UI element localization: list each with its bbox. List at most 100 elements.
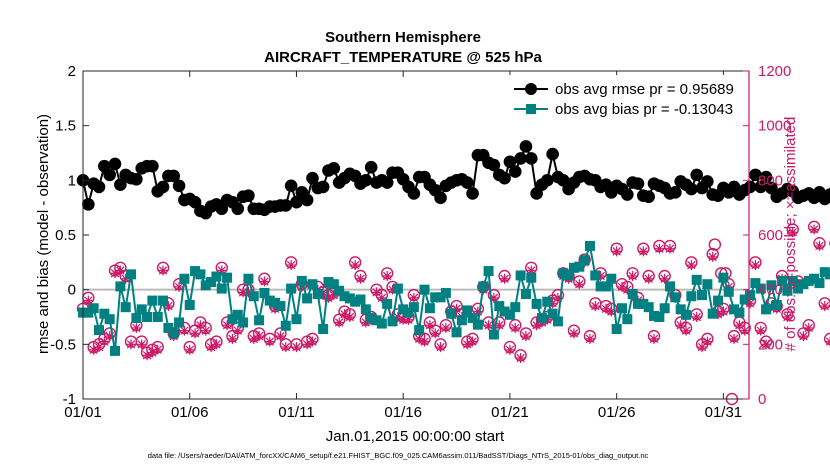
obs-assimilated-point: [552, 292, 563, 303]
obs-assimilated-point: [371, 287, 382, 298]
x-tick-label: 01/11: [278, 404, 314, 421]
obs-assimilated-point: [755, 325, 766, 336]
obs-assimilated-point: [120, 273, 131, 284]
rmse-point: [514, 152, 527, 165]
bias-point: [120, 302, 131, 313]
y-tick-label: 2: [68, 63, 76, 80]
obs-assimilated-point: [147, 347, 158, 358]
plot-area: [83, 71, 749, 399]
obs-assimilated-point: [376, 292, 387, 303]
obs-assimilated-point: [467, 336, 478, 347]
obs-assimilated-point: [734, 320, 745, 331]
obs-assimilated-point: [408, 292, 419, 303]
bias-point: [718, 272, 729, 283]
obs-assimilated-point: [750, 260, 761, 271]
bias-point: [627, 289, 638, 300]
chart-title-line-2: AIRCRAFT_TEMPERATURE @ 525 hPa: [264, 49, 542, 66]
bias-point: [419, 284, 430, 295]
x-tick-label: 01/06: [171, 404, 209, 421]
bias-point: [584, 240, 595, 251]
legend-bias-marker: [526, 104, 536, 114]
bias-point: [446, 308, 457, 319]
obs-assimilated-point: [584, 333, 595, 344]
obs-assimilated-point: [211, 339, 222, 350]
rmse-point: [380, 176, 394, 189]
obs-assimilated-point: [238, 287, 249, 298]
obs-assimilated-point: [334, 317, 345, 328]
obs-assimilated-point: [622, 284, 633, 295]
obs-assimilated-point: [83, 295, 94, 306]
obs-assimilated-point: [88, 344, 99, 355]
bias-point: [275, 301, 286, 312]
rmse-point: [823, 188, 830, 201]
bias-point: [126, 269, 137, 280]
bias-point: [456, 315, 467, 326]
obs-assimilated-point: [392, 312, 403, 322]
bias-point: [552, 316, 563, 327]
bias-point: [488, 329, 499, 340]
bias-point: [222, 272, 233, 283]
bias-point: [542, 296, 553, 307]
y-axis-label: rmse and bias (model - observation): [35, 114, 52, 354]
bias-series-line: [83, 242, 830, 352]
rmse-point: [92, 180, 106, 194]
obs-assimilated-point: [99, 336, 110, 347]
y-tick-label: 0: [68, 282, 76, 299]
bias-point: [104, 314, 115, 325]
rmse-point: [364, 160, 378, 174]
bias-point: [408, 302, 419, 313]
rmse-point: [642, 190, 655, 204]
obs-assimilated-point: [697, 342, 708, 353]
rmse-point: [284, 179, 298, 193]
obs-assimilated-point: [232, 325, 243, 336]
rmse-point: [108, 157, 122, 171]
bias-point: [142, 312, 153, 322]
bias-point: [606, 273, 617, 284]
obs-assimilated-point: [531, 320, 542, 331]
obs-assimilated-point: [382, 271, 393, 281]
bias-point: [136, 304, 147, 315]
obs-assimilated-point: [590, 301, 601, 312]
bias-point: [376, 318, 387, 329]
bias-point: [403, 307, 414, 318]
bias-point: [414, 325, 425, 336]
bias-point: [670, 292, 681, 303]
obs-assimilated-point: [681, 325, 692, 336]
obs-assimilated-point: [803, 322, 814, 333]
bias-point: [355, 294, 366, 305]
obs-assimilated-point: [264, 336, 275, 347]
bias-point: [702, 279, 713, 290]
bias-point: [590, 270, 601, 281]
bias-point: [318, 324, 329, 335]
rmse-point: [279, 199, 293, 212]
bias-point: [99, 308, 110, 319]
bias-point: [195, 269, 206, 280]
bias-point: [254, 315, 265, 326]
obs-assimilated-point: [611, 246, 622, 257]
rmse-point: [546, 147, 559, 161]
bias-point: [761, 304, 772, 315]
bias-point: [467, 313, 478, 324]
bias-point: [238, 317, 249, 328]
bias-point: [462, 305, 473, 316]
obs-assimilated-point: [184, 344, 195, 355]
bias-point: [163, 322, 174, 333]
obs-assimilated-point: [414, 333, 425, 344]
obs-assimilated-point: [142, 350, 153, 361]
bias-point: [745, 290, 756, 301]
bias-point: [451, 327, 462, 338]
bias-point: [504, 309, 515, 320]
obs-assimilated-point: [195, 320, 206, 331]
obs-assimilated-point: [520, 331, 531, 342]
rmse-point: [114, 178, 127, 192]
obs-assimilated-point: [179, 325, 190, 336]
obs-assimilated-point: [616, 281, 627, 292]
bias-point: [291, 314, 302, 325]
bias-point: [360, 304, 371, 315]
bias-point: [547, 308, 558, 319]
obs-assimilated-point: [627, 271, 638, 281]
y-tick-label: -1: [63, 391, 76, 408]
bias-point: [248, 291, 259, 302]
obs-assimilated-point: [686, 260, 697, 271]
bias-point: [510, 302, 521, 313]
